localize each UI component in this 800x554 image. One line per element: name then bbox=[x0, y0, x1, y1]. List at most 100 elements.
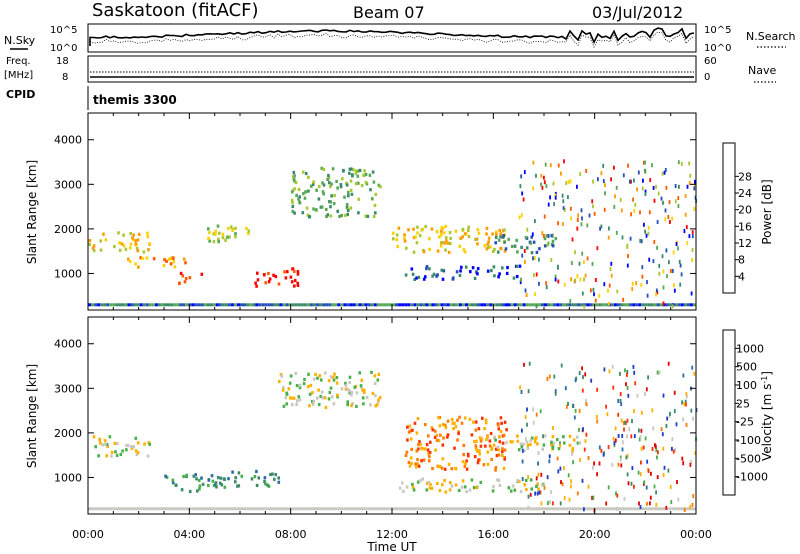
echo-cell bbox=[453, 446, 456, 450]
echo-cell bbox=[502, 433, 506, 437]
ground-scatter-cell bbox=[626, 507, 630, 511]
echo-cell bbox=[416, 458, 419, 462]
echo-cell bbox=[163, 258, 166, 262]
noise-cell bbox=[674, 184, 677, 188]
ground-scatter-cell bbox=[261, 303, 265, 307]
noise-cell bbox=[684, 399, 687, 404]
ground-scatter-cell bbox=[309, 507, 313, 511]
ground-scatter-cell bbox=[461, 507, 465, 511]
noise-cell bbox=[548, 454, 551, 459]
echo-cell bbox=[494, 468, 497, 472]
noise-cell bbox=[557, 264, 559, 269]
noise-cell bbox=[567, 195, 569, 200]
echo-cell bbox=[422, 277, 426, 281]
echo-cell bbox=[440, 229, 443, 233]
echo-cell bbox=[308, 404, 311, 408]
noise-cell bbox=[524, 415, 527, 420]
ground-scatter-cell bbox=[136, 303, 140, 307]
ground-scatter-cell bbox=[164, 507, 167, 511]
noise-cell bbox=[639, 505, 642, 510]
echo-cell bbox=[395, 233, 399, 237]
echo-cell bbox=[264, 482, 267, 486]
noise-cell bbox=[639, 434, 642, 439]
echo-cell bbox=[152, 257, 156, 261]
echo-cell bbox=[460, 421, 464, 425]
echo-cell bbox=[294, 180, 298, 185]
echo-cell bbox=[231, 228, 234, 232]
echo-cell bbox=[458, 244, 462, 248]
colorbar-tick-label: 20 bbox=[738, 204, 752, 217]
echo-cell bbox=[273, 477, 276, 481]
echo-cell bbox=[498, 272, 501, 276]
ground-scatter-cell bbox=[465, 303, 468, 307]
noise-cell bbox=[607, 288, 609, 293]
noise-cell bbox=[647, 225, 650, 230]
ground-scatter-cell bbox=[288, 507, 292, 511]
ground-scatter-cell bbox=[632, 507, 636, 511]
echo-cell bbox=[454, 483, 458, 487]
echo-cell bbox=[234, 476, 237, 480]
ground-scatter-cell bbox=[221, 507, 225, 511]
noise-cell bbox=[576, 491, 579, 496]
noise-cell bbox=[519, 385, 521, 390]
noise-cell bbox=[563, 159, 565, 164]
ground-scatter-cell bbox=[647, 303, 651, 307]
echo-cell bbox=[124, 247, 128, 251]
noise-cell bbox=[532, 256, 534, 261]
ground-scatter-cell bbox=[258, 303, 262, 307]
y-tick-label: 3000 bbox=[54, 382, 82, 395]
echo-cell bbox=[428, 486, 432, 490]
echo-cell bbox=[429, 440, 432, 444]
echo-cell bbox=[298, 386, 302, 390]
noise-cell bbox=[626, 434, 628, 439]
echo-cell bbox=[469, 270, 472, 274]
ground-scatter-cell bbox=[562, 303, 566, 307]
ground-scatter-cell bbox=[641, 303, 645, 307]
echo-cell bbox=[223, 485, 227, 489]
echo-cell bbox=[185, 473, 188, 477]
ground-scatter-cell bbox=[577, 507, 581, 511]
ground-scatter-cell bbox=[291, 303, 295, 307]
ground-scatter-cell bbox=[559, 507, 563, 511]
noise-cell bbox=[560, 480, 562, 485]
ground-scatter-cell bbox=[461, 303, 465, 307]
echo-cell bbox=[450, 484, 454, 488]
echo-cell bbox=[511, 440, 514, 444]
echo-cell bbox=[492, 485, 495, 489]
echo-cell bbox=[563, 441, 566, 445]
noise-cell bbox=[567, 180, 570, 185]
echo-cell bbox=[530, 235, 533, 239]
noise-cell bbox=[557, 221, 559, 226]
echo-cell bbox=[438, 465, 442, 469]
echo-cell bbox=[437, 439, 441, 443]
echo-cell bbox=[408, 464, 412, 468]
noise-cell bbox=[653, 484, 656, 489]
ground-scatter-cell bbox=[568, 303, 572, 307]
noise-cell bbox=[521, 459, 524, 464]
noise-cell bbox=[539, 490, 542, 495]
ground-scatter-cell bbox=[352, 507, 356, 511]
echo-cell bbox=[489, 245, 492, 249]
echo-cell bbox=[467, 225, 470, 229]
ground-scatter-cell bbox=[434, 507, 438, 511]
echo-cell bbox=[175, 483, 178, 487]
ground-scatter-cell bbox=[346, 303, 350, 307]
noise-cell bbox=[537, 451, 540, 455]
noise-cell bbox=[619, 392, 622, 397]
ground-scatter-cell bbox=[677, 303, 681, 307]
noise-cell bbox=[641, 274, 644, 279]
ground-scatter-cell bbox=[693, 303, 696, 307]
echo-cell bbox=[148, 442, 151, 446]
ground-scatter-cell bbox=[115, 507, 119, 511]
echo-cell bbox=[104, 238, 108, 242]
echo-cell bbox=[349, 179, 353, 183]
echo-cell bbox=[333, 193, 336, 198]
echo-cell bbox=[439, 244, 443, 248]
ground-scatter-cell bbox=[455, 507, 459, 511]
echo-cell bbox=[504, 247, 508, 251]
echo-cell bbox=[307, 372, 310, 376]
nave-tick-high: 60 bbox=[704, 56, 717, 67]
noise-cell bbox=[554, 274, 557, 279]
ground-scatter-cell bbox=[483, 303, 487, 307]
echo-cell bbox=[467, 234, 471, 239]
